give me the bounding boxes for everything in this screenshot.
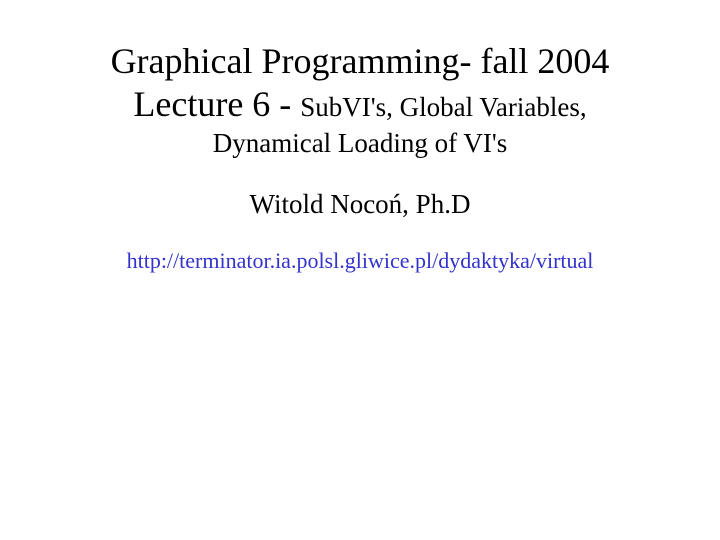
lecture-subtitle-part1: SubVI's, Global Variables, — [300, 92, 586, 122]
slide-container: Graphical Programming- fall 2004 Lecture… — [0, 40, 720, 274]
author-name: Witold Nocoń, Ph.D — [0, 189, 720, 220]
course-title: Graphical Programming- fall 2004 — [0, 40, 720, 83]
course-url[interactable]: http://terminator.ia.polsl.gliwice.pl/dy… — [0, 248, 720, 274]
lecture-number: Lecture 6 - — [133, 84, 300, 124]
title-block: Graphical Programming- fall 2004 Lecture… — [0, 40, 720, 161]
lecture-title-row: Lecture 6 - SubVI's, Global Variables, — [0, 83, 720, 126]
lecture-subtitle-part2: Dynamical Loading of VI's — [0, 126, 720, 161]
